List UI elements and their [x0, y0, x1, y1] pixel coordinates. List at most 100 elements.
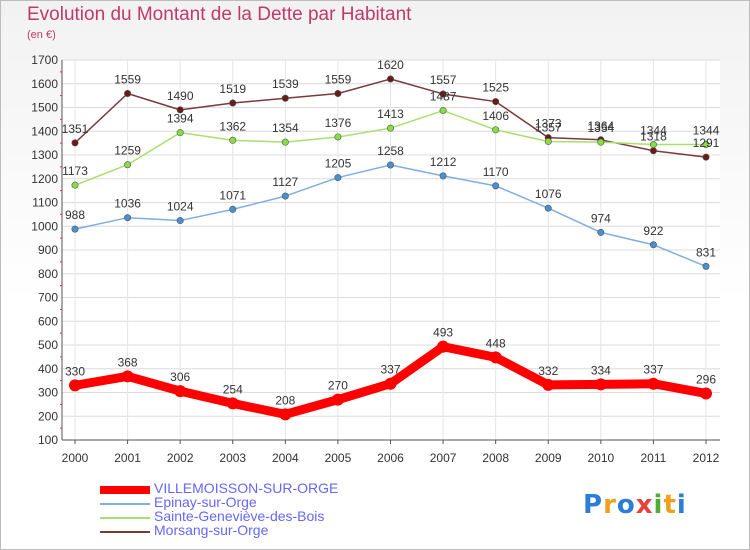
x-tick-label: 2007: [430, 451, 457, 465]
data-point: [334, 133, 342, 141]
data-label: 493: [433, 326, 453, 340]
x-tick-label: 2008: [482, 451, 509, 465]
y-tick-label: 600: [38, 314, 58, 328]
data-point: [124, 214, 132, 222]
data-point: [334, 174, 342, 182]
legend-swatch: [100, 531, 150, 533]
data-point: [281, 138, 289, 146]
data-label: 1354: [272, 121, 299, 135]
data-label: 922: [643, 224, 663, 238]
data-label: 974: [591, 211, 611, 225]
axes: 100 200 300 400 500 600 700 800 900 1000 1100 1200 1…: [31, 53, 720, 465]
data-point: [647, 377, 660, 390]
data-point: [229, 136, 237, 144]
data-point: [386, 75, 394, 83]
data-label: 1071: [219, 188, 246, 202]
data-point: [437, 340, 450, 353]
data-label: 1291: [693, 136, 720, 150]
data-point: [386, 161, 394, 169]
data-point: [121, 370, 134, 383]
data-label: 1620: [377, 58, 404, 72]
data-point: [229, 99, 237, 107]
data-point: [71, 139, 79, 147]
data-point: [700, 387, 712, 400]
y-tick-label: 200: [38, 409, 58, 423]
data-point: [124, 161, 132, 169]
data-point: [492, 98, 500, 106]
data-label: 1362: [219, 119, 246, 133]
data-label: 1259: [114, 144, 141, 158]
data-point: [124, 89, 132, 97]
data-label: 337: [380, 363, 400, 377]
data-label: 1258: [377, 144, 404, 158]
data-label: 1406: [482, 109, 509, 123]
data-point: [542, 378, 555, 391]
logo-letter: r: [603, 490, 617, 520]
data-point: [702, 153, 710, 161]
x-tick-label: 2006: [377, 451, 404, 465]
logo-letter: o: [616, 490, 636, 520]
y-tick-label: 100: [38, 433, 58, 447]
data-label: 1036: [114, 197, 141, 211]
legend-label: Epinay-sur-Orge: [154, 494, 257, 510]
data-label: 334: [591, 363, 611, 377]
data-point: [281, 192, 289, 200]
data-point: [279, 408, 292, 421]
data-label: 1525: [482, 81, 509, 95]
data-point: [174, 385, 187, 398]
y-tick-label: 1600: [31, 77, 58, 91]
data-label: 1364: [587, 119, 614, 133]
y-tick-label: 1300: [31, 148, 58, 162]
data-label: 332: [538, 364, 558, 378]
data-point: [71, 181, 79, 189]
x-tick-label: 2000: [62, 451, 89, 465]
data-point: [176, 129, 184, 137]
data-label: 831: [696, 245, 716, 259]
data-label: 1170: [483, 165, 509, 179]
proxiti-logo: Proxiti: [583, 490, 687, 520]
logo-letter: t: [663, 490, 677, 520]
legend-label: VILLEMOISSON-SUR-ORGE: [154, 480, 339, 496]
data-point: [597, 138, 605, 146]
y-tick-label: 900: [38, 243, 58, 257]
y-tick-label: 1200: [31, 172, 58, 186]
x-tick-label: 2012: [693, 451, 720, 465]
chart-subtitle: (en €): [27, 29, 56, 41]
data-label: 1539: [272, 77, 299, 91]
legend-swatch: [100, 503, 150, 505]
y-tick-label: 1700: [31, 53, 58, 67]
data-point: [69, 379, 81, 392]
data-point: [384, 377, 397, 390]
y-tick-label: 1000: [31, 219, 58, 233]
x-tick-label: 2001: [114, 451, 141, 465]
data-point: [702, 262, 710, 270]
data-label: 1559: [114, 72, 141, 86]
data-label: 208: [275, 393, 295, 407]
data-point: [649, 147, 657, 155]
logo-letter: i: [676, 490, 687, 520]
data-label: 448: [486, 336, 506, 350]
legend-swatch: [100, 517, 150, 519]
data-point: [649, 241, 657, 249]
data-label: 296: [696, 372, 716, 386]
y-tick-label: 700: [38, 291, 58, 305]
logo-letter: i: [653, 490, 664, 520]
data-point: [439, 107, 447, 115]
data-point: [439, 172, 447, 180]
data-label: 254: [223, 382, 243, 396]
y-tick-label: 500: [38, 338, 58, 352]
data-point: [544, 204, 552, 212]
legend-swatch: [100, 486, 150, 494]
data-label: 1318: [640, 130, 667, 144]
data-point: [594, 378, 607, 391]
y-tick-label: 300: [38, 386, 58, 400]
data-point: [702, 141, 710, 149]
legend-label: Morsang-sur-Orge: [154, 522, 269, 538]
x-tick-label: 2004: [272, 451, 299, 465]
grid: [62, 59, 720, 441]
data-label: 1413: [377, 107, 404, 121]
logo-letter: x: [635, 490, 654, 520]
data-point: [386, 124, 394, 132]
data-point: [334, 89, 342, 97]
data-point: [544, 137, 552, 145]
